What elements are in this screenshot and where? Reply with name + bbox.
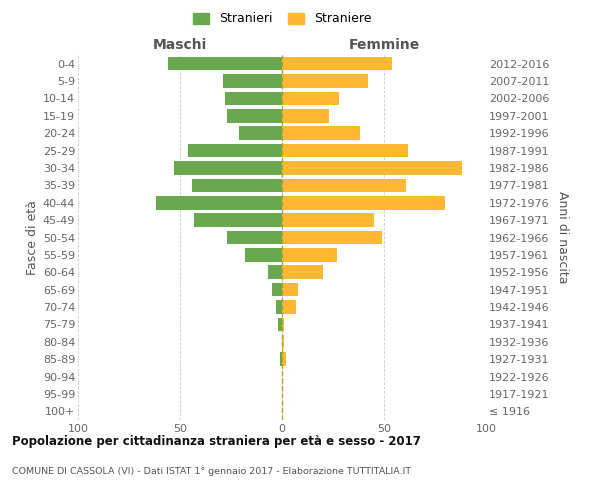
Bar [282,57,392,70]
Text: Maschi: Maschi [153,38,207,52]
Y-axis label: Fasce di età: Fasce di età [26,200,38,275]
Bar [227,230,282,244]
Y-axis label: Anni di nascita: Anni di nascita [556,191,569,284]
Legend: Stranieri, Straniere: Stranieri, Straniere [189,8,375,29]
Text: Popolazione per cittadinanza straniera per età e sesso - 2017: Popolazione per cittadinanza straniera p… [12,435,421,448]
Bar [239,126,282,140]
Bar [282,144,409,158]
Bar [282,74,368,88]
Bar [282,266,323,279]
Bar [282,126,359,140]
Bar [282,283,298,296]
Bar [223,74,282,88]
Bar [227,109,282,122]
Bar [282,300,296,314]
Bar [278,318,282,331]
Bar [276,300,282,314]
Text: Femmine: Femmine [349,38,419,52]
Bar [174,161,282,175]
Bar [282,318,284,331]
Bar [268,266,282,279]
Bar [155,196,282,209]
Bar [245,248,282,262]
Text: COMUNE DI CASSOLA (VI) - Dati ISTAT 1° gennaio 2017 - Elaborazione TUTTITALIA.IT: COMUNE DI CASSOLA (VI) - Dati ISTAT 1° g… [12,468,411,476]
Bar [188,144,282,158]
Bar [282,214,374,227]
Bar [272,283,282,296]
Bar [280,352,282,366]
Bar [282,335,284,348]
Bar [225,92,282,105]
Bar [282,352,286,366]
Bar [282,178,406,192]
Bar [282,248,337,262]
Bar [282,109,329,122]
Bar [168,57,282,70]
Bar [282,161,461,175]
Bar [192,178,282,192]
Bar [194,214,282,227]
Bar [282,196,445,209]
Bar [282,92,339,105]
Bar [282,230,382,244]
